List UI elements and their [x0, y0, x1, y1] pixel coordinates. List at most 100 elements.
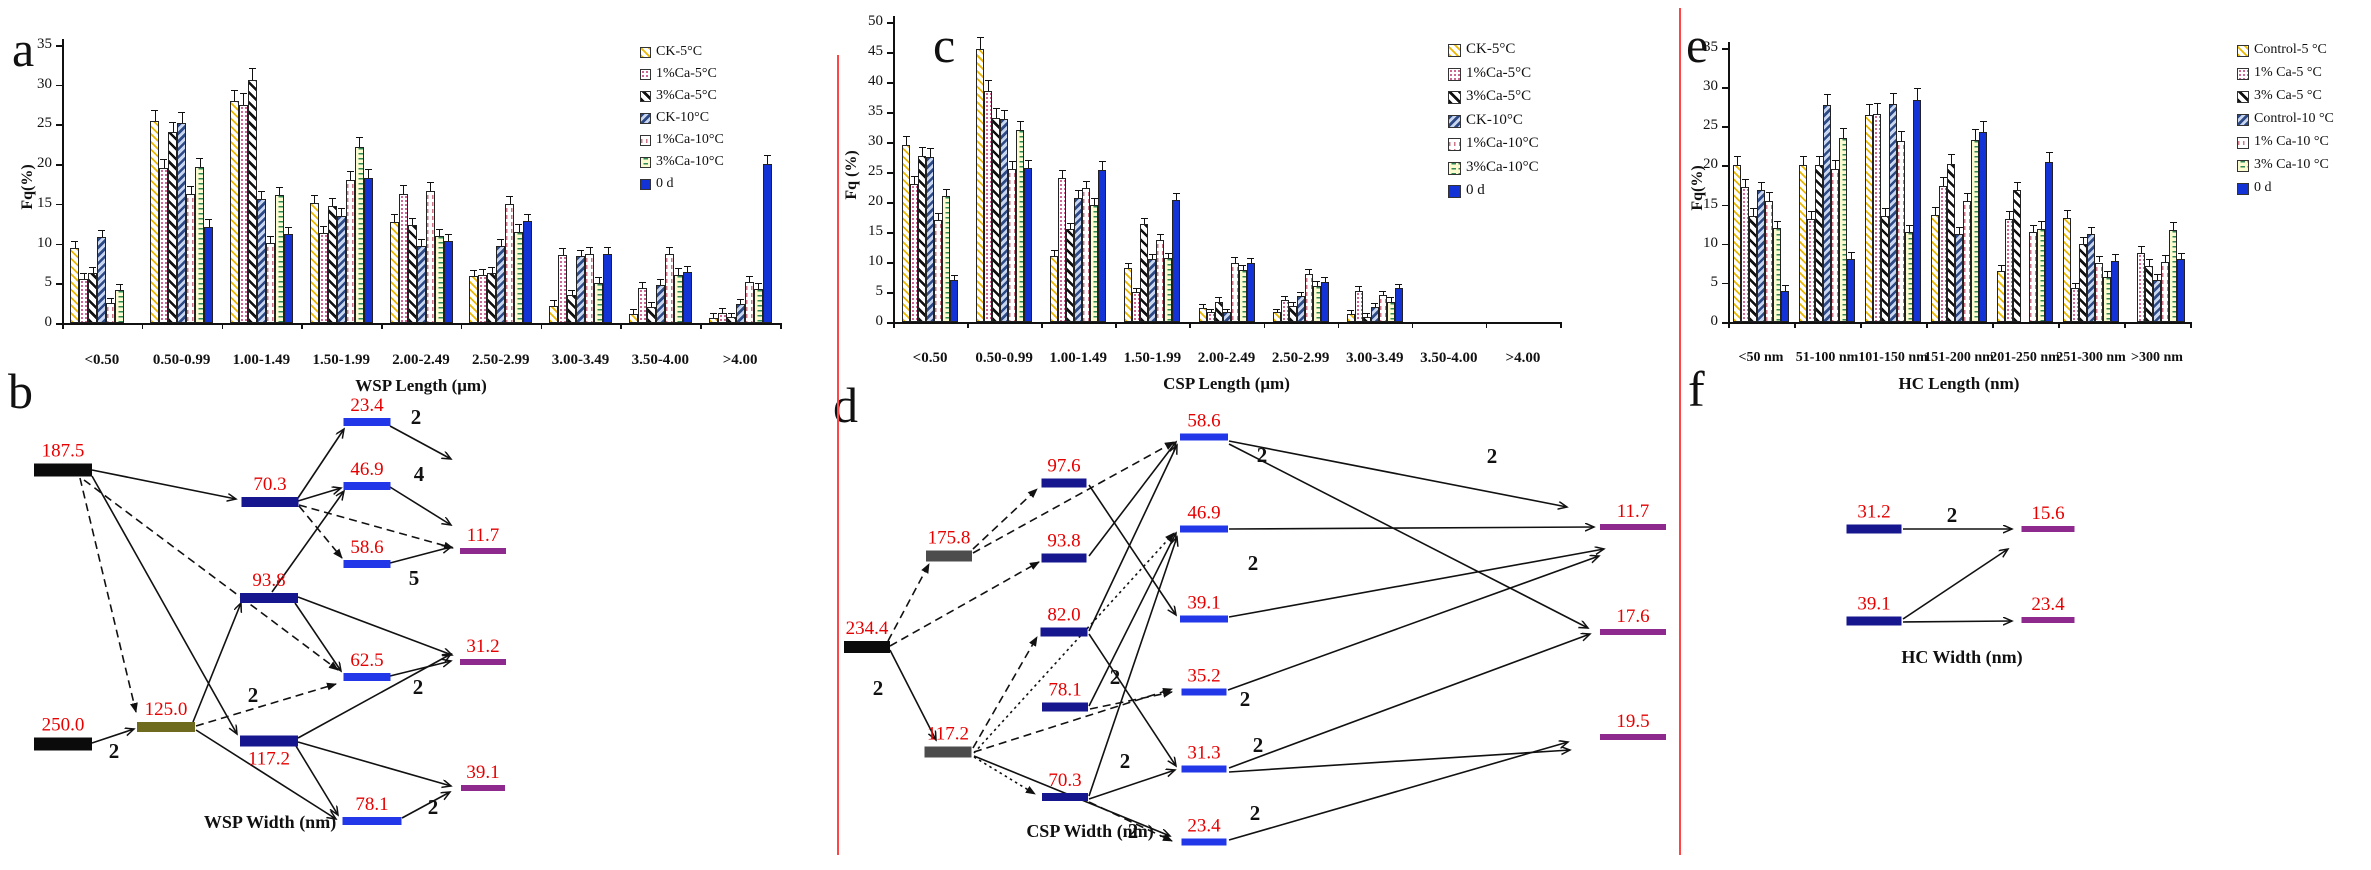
- error-bar-cap: [665, 247, 673, 249]
- y-tick-label: 10: [1703, 234, 1718, 251]
- error-bar-cap: [1313, 281, 1321, 283]
- node-bar-d-23.4: [1181, 838, 1227, 846]
- error-bar-cap: [568, 289, 576, 291]
- edge-d-19: [1228, 440, 1567, 507]
- node-bar-d-70.3: [1042, 793, 1088, 801]
- edge-b-16: [295, 745, 338, 815]
- y-tick: [887, 22, 893, 24]
- error-bar-cap: [1321, 276, 1329, 278]
- error-bar-cap: [1297, 291, 1305, 293]
- error-bar-cap: [1963, 193, 1971, 195]
- node-bar-f-23.4: [2021, 617, 2075, 623]
- y-tick: [56, 243, 62, 246]
- bar-a-s0-c7: [628, 314, 638, 323]
- bar-a-s3-c0: [97, 237, 107, 323]
- bar-a-s1-c6: [558, 254, 568, 323]
- legend-swatch-1-ca-10-c: [640, 135, 651, 146]
- node-value-label-d: 35.2: [1187, 666, 1220, 687]
- edge-d-24: [1228, 634, 1590, 769]
- bar-c-s2-c1: [992, 118, 1001, 322]
- y-tick: [1722, 126, 1728, 128]
- legend-swatch-0-d: [640, 179, 651, 190]
- error-bar: [2115, 254, 2116, 261]
- edge-multiplier-label: 2: [1128, 819, 1139, 843]
- bar-e-s1-c6: [2137, 253, 2145, 322]
- error-bar: [1917, 88, 1918, 100]
- error-bar-cap: [1905, 224, 1913, 226]
- error-bar: [651, 301, 653, 308]
- node-bar-d-97.6: [1041, 478, 1087, 488]
- error-bar: [731, 312, 733, 318]
- error-bar: [1324, 276, 1326, 282]
- error-bar: [1877, 102, 1878, 114]
- bar-a-s3-c1: [177, 122, 187, 323]
- error-bar: [1893, 93, 1894, 105]
- bar-c-s6-c4: [1246, 263, 1255, 322]
- error-bar: [580, 249, 582, 257]
- node-bar-b-46.9: [343, 482, 391, 490]
- bar-e-s1-c0: [1741, 187, 1749, 322]
- error-bar: [1959, 226, 1960, 235]
- error-bar: [2017, 181, 2018, 191]
- bar-e-s5-c6: [2169, 229, 2177, 322]
- bar-a-s6-c2: [283, 234, 293, 323]
- x-category-label: 51-100 nm: [1795, 350, 1859, 365]
- x-tick: [1926, 322, 1928, 328]
- node-bar-d-17.6: [1600, 629, 1666, 635]
- node-value-label-d: 82.0: [1047, 605, 1080, 626]
- bar-a-s6-c1: [204, 226, 214, 323]
- error-bar-cap: [497, 238, 505, 240]
- error-bar: [1176, 192, 1178, 201]
- error-bar: [2181, 252, 2182, 260]
- bar-a-s0-c4: [389, 222, 399, 323]
- node-value-label-d: 78.1: [1048, 680, 1081, 701]
- error-bar: [1819, 156, 1820, 166]
- node-bar-d-175.8: [926, 550, 972, 562]
- error-bar-cap: [1164, 252, 1172, 254]
- error-bar-cap: [1347, 309, 1355, 311]
- error-bar-cap: [1090, 197, 1098, 199]
- error-bar: [687, 265, 689, 273]
- error-bar-cap: [709, 313, 717, 315]
- x-category-label: 1.00-1.49: [1049, 350, 1108, 366]
- x-axis: [893, 322, 1560, 324]
- error-bar: [740, 298, 742, 304]
- y-tick: [1722, 165, 1728, 167]
- node-value-label-b: 31.2: [466, 636, 499, 657]
- x-tick: [1728, 322, 1730, 328]
- node-value-label-d: 234.4: [846, 618, 889, 639]
- y-tick: [56, 283, 62, 285]
- error-bar: [678, 268, 680, 275]
- x-category-label: <0.50: [84, 352, 120, 368]
- error-bar: [2009, 210, 2010, 219]
- bar-c-s2-c4: [1214, 301, 1223, 322]
- edge-b-2: [79, 477, 138, 713]
- error-bar: [1885, 207, 1886, 216]
- error-bar-cap: [1931, 206, 1939, 208]
- bar-a-s1-c5: [478, 275, 488, 323]
- bar-c-s1-c0: [910, 184, 919, 322]
- error-bar: [252, 67, 254, 80]
- bar-e-s0-c0: [1733, 165, 1741, 322]
- edge-multiplier-label: 2: [1240, 687, 1251, 711]
- y-tick: [56, 124, 62, 126]
- error-bar-cap: [506, 195, 514, 197]
- x-tick: [893, 322, 895, 328]
- error-bar: [323, 225, 325, 234]
- error-bar: [2141, 246, 2142, 254]
- y-tick-label: 15: [868, 223, 883, 239]
- bar-e-s5-c0: [1773, 228, 1781, 322]
- bar-c-s0-c3: [1124, 268, 1133, 322]
- error-bar: [154, 110, 156, 122]
- error-bar: [1226, 308, 1228, 313]
- error-bar-cap: [595, 277, 603, 279]
- bar-e-s4-c4: [2029, 231, 2037, 322]
- error-bar-cap: [266, 235, 274, 237]
- legend-swatch-1-ca-10-c: [1448, 138, 1461, 151]
- y-tick: [887, 202, 893, 204]
- error-bar-cap: [1831, 160, 1839, 162]
- error-bar-cap: [1124, 262, 1132, 264]
- error-bar: [1316, 281, 1318, 286]
- error-bar-cap: [1239, 265, 1246, 267]
- bar-a-s5-c6: [594, 283, 604, 323]
